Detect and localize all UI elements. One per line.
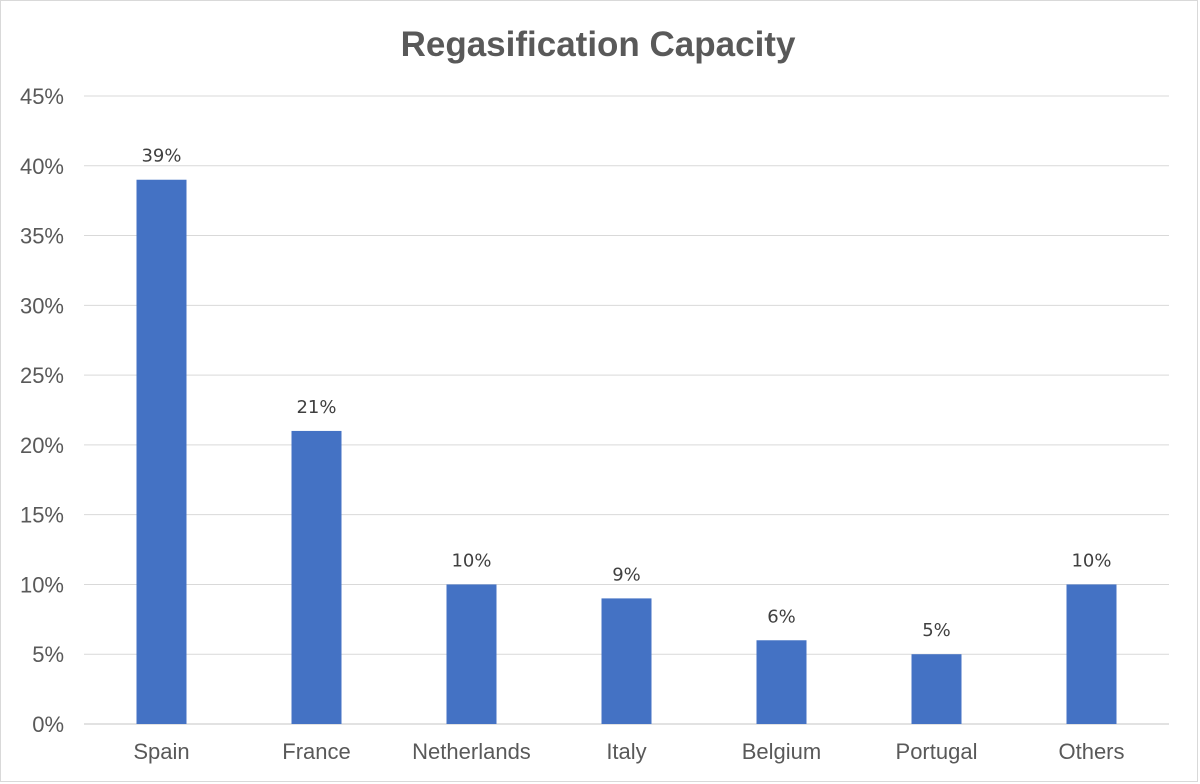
bars xyxy=(136,179,1117,724)
y-tick-label: 10% xyxy=(20,572,64,597)
data-label-spain: 39% xyxy=(141,146,181,167)
bar-spain xyxy=(136,179,187,724)
y-tick-label: 20% xyxy=(20,433,64,458)
data-label-belgium: 6% xyxy=(767,606,796,627)
y-tick-label: 45% xyxy=(20,84,64,109)
bar-others xyxy=(1066,584,1117,724)
y-tick-label: 15% xyxy=(20,503,64,528)
category-label-netherlands: Netherlands xyxy=(412,739,531,764)
data-label-others: 10% xyxy=(1071,550,1111,571)
data-label-france: 21% xyxy=(296,397,336,418)
category-label-others: Others xyxy=(1058,739,1124,764)
chart-title: Regasification Capacity xyxy=(401,25,796,64)
category-label-france: France xyxy=(282,739,350,764)
y-tick-label: 5% xyxy=(32,642,64,667)
bar-netherlands xyxy=(446,584,497,724)
bar-portugal xyxy=(911,654,962,724)
bar-france xyxy=(291,430,342,724)
x-axis-categories: Spain France Netherlands Italy Belgium Portug… xyxy=(133,739,1124,764)
y-tick-label: 40% xyxy=(20,154,64,179)
y-tick-label: 25% xyxy=(20,363,64,388)
bar-italy xyxy=(601,598,652,724)
y-axis-ticks: 0% 5% 10% 15% 20% 25% 30% 35% 40% 45% xyxy=(20,84,64,737)
bar-belgium xyxy=(756,640,807,724)
y-tick-label: 0% xyxy=(32,712,64,737)
y-tick-label: 35% xyxy=(20,224,64,249)
gridlines xyxy=(84,95,1169,725)
data-label-portugal: 5% xyxy=(922,620,951,641)
category-label-spain: Spain xyxy=(133,739,189,764)
category-label-belgium: Belgium xyxy=(742,739,821,764)
y-tick-label: 30% xyxy=(20,293,64,318)
category-label-portugal: Portugal xyxy=(896,739,978,764)
data-label-italy: 9% xyxy=(612,564,641,585)
data-label-netherlands: 10% xyxy=(451,550,491,571)
data-labels: 39% 21% 10% 9% 6% 5% 10% xyxy=(141,146,1111,641)
category-label-italy: Italy xyxy=(606,739,646,764)
